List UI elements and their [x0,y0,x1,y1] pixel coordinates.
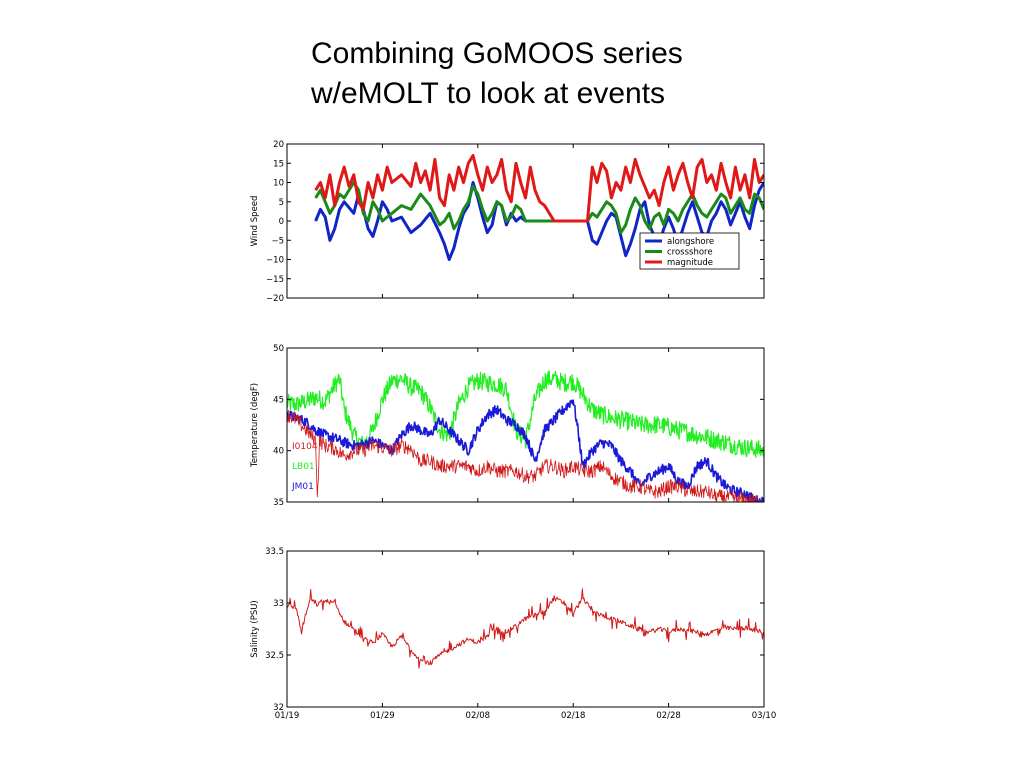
y-tick-label: −5 [271,236,284,246]
y-tick-label: 32.5 [265,651,284,661]
legend-label-alongshore: alongshore [667,237,714,247]
y-tick-label: 50 [273,344,284,354]
chart-panel-1: 20 15 10 5 0 −5 −10 −15 −20 Wind Speed alongshorec… [250,140,765,304]
y-tick-label: 33 [273,599,284,609]
y-tick-label: 10 [273,179,284,189]
y-tick-label: 5 [279,198,284,208]
slide-title: Combining GoMOOS series w/eMOLT to look … [311,34,683,114]
chart-panel-2: 50 45 40 35 Temperature (degF) I0104 LB01 JM01 [250,344,765,508]
y-tick-label: −15 [266,275,284,285]
x-tick-label: 02/18 [561,711,586,721]
y-axis-label: Salinity (PSU) [250,600,260,658]
slide-title-line-1: Combining GoMOOS series [311,37,683,70]
x-tick-label: 02/28 [656,711,681,721]
y-axis-label: Temperature (degF) [250,383,260,468]
series-line-JM01 [287,399,764,502]
legend-label-crossshore: crossshore [667,248,713,258]
y-tick-label: 20 [273,140,284,150]
y-tick-label: −10 [266,256,284,266]
y-axis-label: Wind Speed [250,196,260,247]
y-tick-label: 33.5 [265,547,284,557]
y-tick-label: 0 [279,217,284,227]
slide-title-line-2: w/eMOLT to look at events [311,77,666,110]
series-line-salinity [287,588,764,669]
series-line-crossshore [314,181,764,235]
y-tick-label: 32 [273,703,284,713]
plot-frame [286,347,765,503]
series-line-magnitude [314,154,764,223]
x-tick-label: 02/08 [466,711,491,721]
y-tick-label: 45 [273,395,284,405]
series-label-I0104: I0104 [292,442,318,452]
y-tick-label: 40 [273,447,284,457]
series-label-LB01: LB01 [292,462,315,472]
y-tick-label: −20 [266,294,284,304]
y-tick-label: 35 [273,498,284,508]
x-tick-label: 01/19 [275,711,300,721]
y-tick-label: 15 [273,159,284,169]
series-line-I0104 [287,409,764,502]
x-tick-label: 03/10 [752,711,777,721]
series-label-JM01: JM01 [291,482,314,492]
x-tick-label: 01/29 [370,711,395,721]
plot-frame [286,550,765,708]
legend-label-magnitude: magnitude [667,258,713,268]
series-line-LB01 [287,370,764,458]
